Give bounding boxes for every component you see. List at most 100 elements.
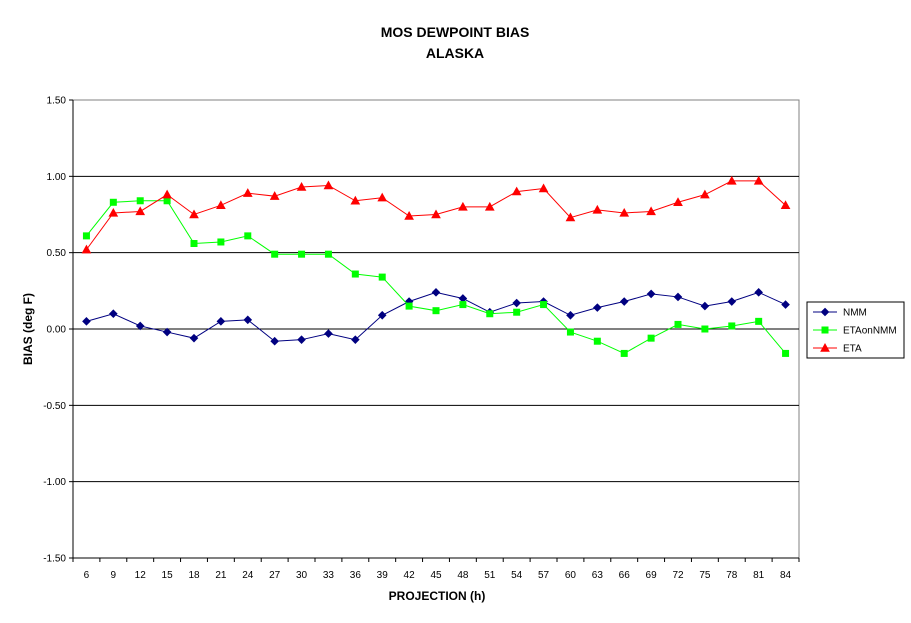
point-eta xyxy=(511,186,522,196)
point-etaonnmm xyxy=(728,322,736,330)
y-tick-label: 0.00 xyxy=(47,325,67,336)
point-eta xyxy=(216,200,226,210)
point-etaonnmm xyxy=(324,250,332,258)
x-tick-label: 66 xyxy=(619,570,631,581)
point-eta xyxy=(646,206,656,216)
point-nmm xyxy=(324,329,333,338)
point-eta xyxy=(431,209,441,219)
x-tick-label: 24 xyxy=(242,570,254,581)
legend-label-etaonnmm: ETAonNMM xyxy=(843,326,897,337)
point-etaonnmm xyxy=(647,334,655,342)
point-etaonnmm xyxy=(755,317,763,325)
point-nmm xyxy=(189,333,199,343)
point-nmm xyxy=(673,292,683,302)
legend-marker-eta xyxy=(820,342,830,352)
legend-marker-etaonnmm xyxy=(821,326,829,334)
point-etaonnmm xyxy=(163,197,171,205)
point-nmm xyxy=(566,310,575,320)
point-eta xyxy=(296,181,307,191)
point-etaonnmm xyxy=(136,197,144,205)
x-tick-label: 15 xyxy=(162,570,174,581)
point-nmm xyxy=(646,289,656,299)
x-tick-label: 33 xyxy=(323,570,335,581)
x-tick-label: 60 xyxy=(565,570,577,581)
x-tick-label: 18 xyxy=(188,570,200,581)
y-tick-label: 0.50 xyxy=(47,248,67,259)
point-eta xyxy=(592,204,603,214)
point-etaonnmm xyxy=(566,328,574,336)
x-tick-label: 27 xyxy=(269,570,281,581)
x-tick-label: 81 xyxy=(753,570,765,581)
point-eta xyxy=(377,192,388,202)
x-tick-label: 36 xyxy=(350,570,362,581)
plot-area: 1.501.000.500.00-0.50-1.00-1.506 9 12 15 18 2… xyxy=(43,96,800,581)
x-tick-label: 54 xyxy=(511,570,523,581)
x-tick-label: 9 xyxy=(111,570,117,581)
point-eta xyxy=(162,189,172,199)
point-eta xyxy=(484,201,495,211)
point-eta xyxy=(538,183,549,193)
y-tick-label: -1.00 xyxy=(43,477,66,488)
x-axis-label: PROJECTION (h) xyxy=(389,589,486,603)
point-nmm xyxy=(270,336,279,346)
point-etaonnmm xyxy=(620,349,628,357)
point-eta xyxy=(323,180,334,190)
point-etaonnmm xyxy=(190,240,198,248)
y-axis-label: BIAS (deg F) xyxy=(21,293,35,365)
point-nmm xyxy=(297,335,306,344)
point-eta xyxy=(189,209,199,219)
point-nmm xyxy=(162,327,172,337)
x-tick-label: 12 xyxy=(135,570,147,581)
y-tick-label: 1.50 xyxy=(47,96,67,107)
point-eta xyxy=(726,175,737,185)
point-eta xyxy=(700,189,710,199)
point-etaonnmm xyxy=(244,232,252,240)
point-nmm xyxy=(512,298,521,308)
point-eta xyxy=(350,195,361,205)
x-tick-label: 6 xyxy=(84,570,90,581)
x-tick-label: 51 xyxy=(484,570,496,581)
x-tick-label: 69 xyxy=(646,570,658,581)
legend-label-nmm: NMM xyxy=(843,308,867,319)
point-etaonnmm xyxy=(674,320,682,328)
point-eta xyxy=(135,206,146,216)
point-etaonnmm xyxy=(513,308,521,316)
x-tick-label: 48 xyxy=(457,570,469,581)
x-tick-label: 72 xyxy=(672,570,684,581)
chart-subtitle: ALASKA xyxy=(426,45,484,61)
x-tick-label: 78 xyxy=(726,570,738,581)
point-etaonnmm xyxy=(432,307,440,315)
point-nmm xyxy=(593,303,602,312)
chart-title: MOS DEWPOINT BIAS xyxy=(381,24,530,40)
point-etaonnmm xyxy=(271,250,279,258)
point-nmm xyxy=(377,310,387,320)
point-nmm xyxy=(135,321,145,331)
x-tick-label: 84 xyxy=(780,570,792,581)
y-tick-label: -1.50 xyxy=(43,554,66,565)
point-etaonnmm xyxy=(298,250,306,258)
point-nmm xyxy=(216,317,226,326)
y-tick-label: 1.00 xyxy=(47,172,67,183)
x-tick-label: 42 xyxy=(404,570,416,581)
point-eta xyxy=(673,197,683,206)
point-eta xyxy=(81,244,92,254)
point-etaonnmm xyxy=(459,301,467,309)
point-eta xyxy=(753,175,764,185)
point-nmm xyxy=(727,297,737,306)
point-nmm xyxy=(109,309,118,319)
point-nmm xyxy=(700,301,710,311)
legend-label-eta: ETA xyxy=(843,344,862,355)
x-tick-label: 75 xyxy=(699,570,711,581)
point-nmm xyxy=(754,288,763,297)
point-nmm xyxy=(619,297,629,306)
x-tick-label: 39 xyxy=(377,570,389,581)
point-nmm xyxy=(82,317,91,326)
legend-marker-nmm xyxy=(820,307,830,317)
point-nmm xyxy=(243,315,253,325)
point-eta xyxy=(404,210,414,220)
point-eta xyxy=(565,212,576,222)
point-nmm xyxy=(351,335,360,344)
x-tick-label: 21 xyxy=(215,570,227,581)
point-etaonnmm xyxy=(486,310,494,318)
